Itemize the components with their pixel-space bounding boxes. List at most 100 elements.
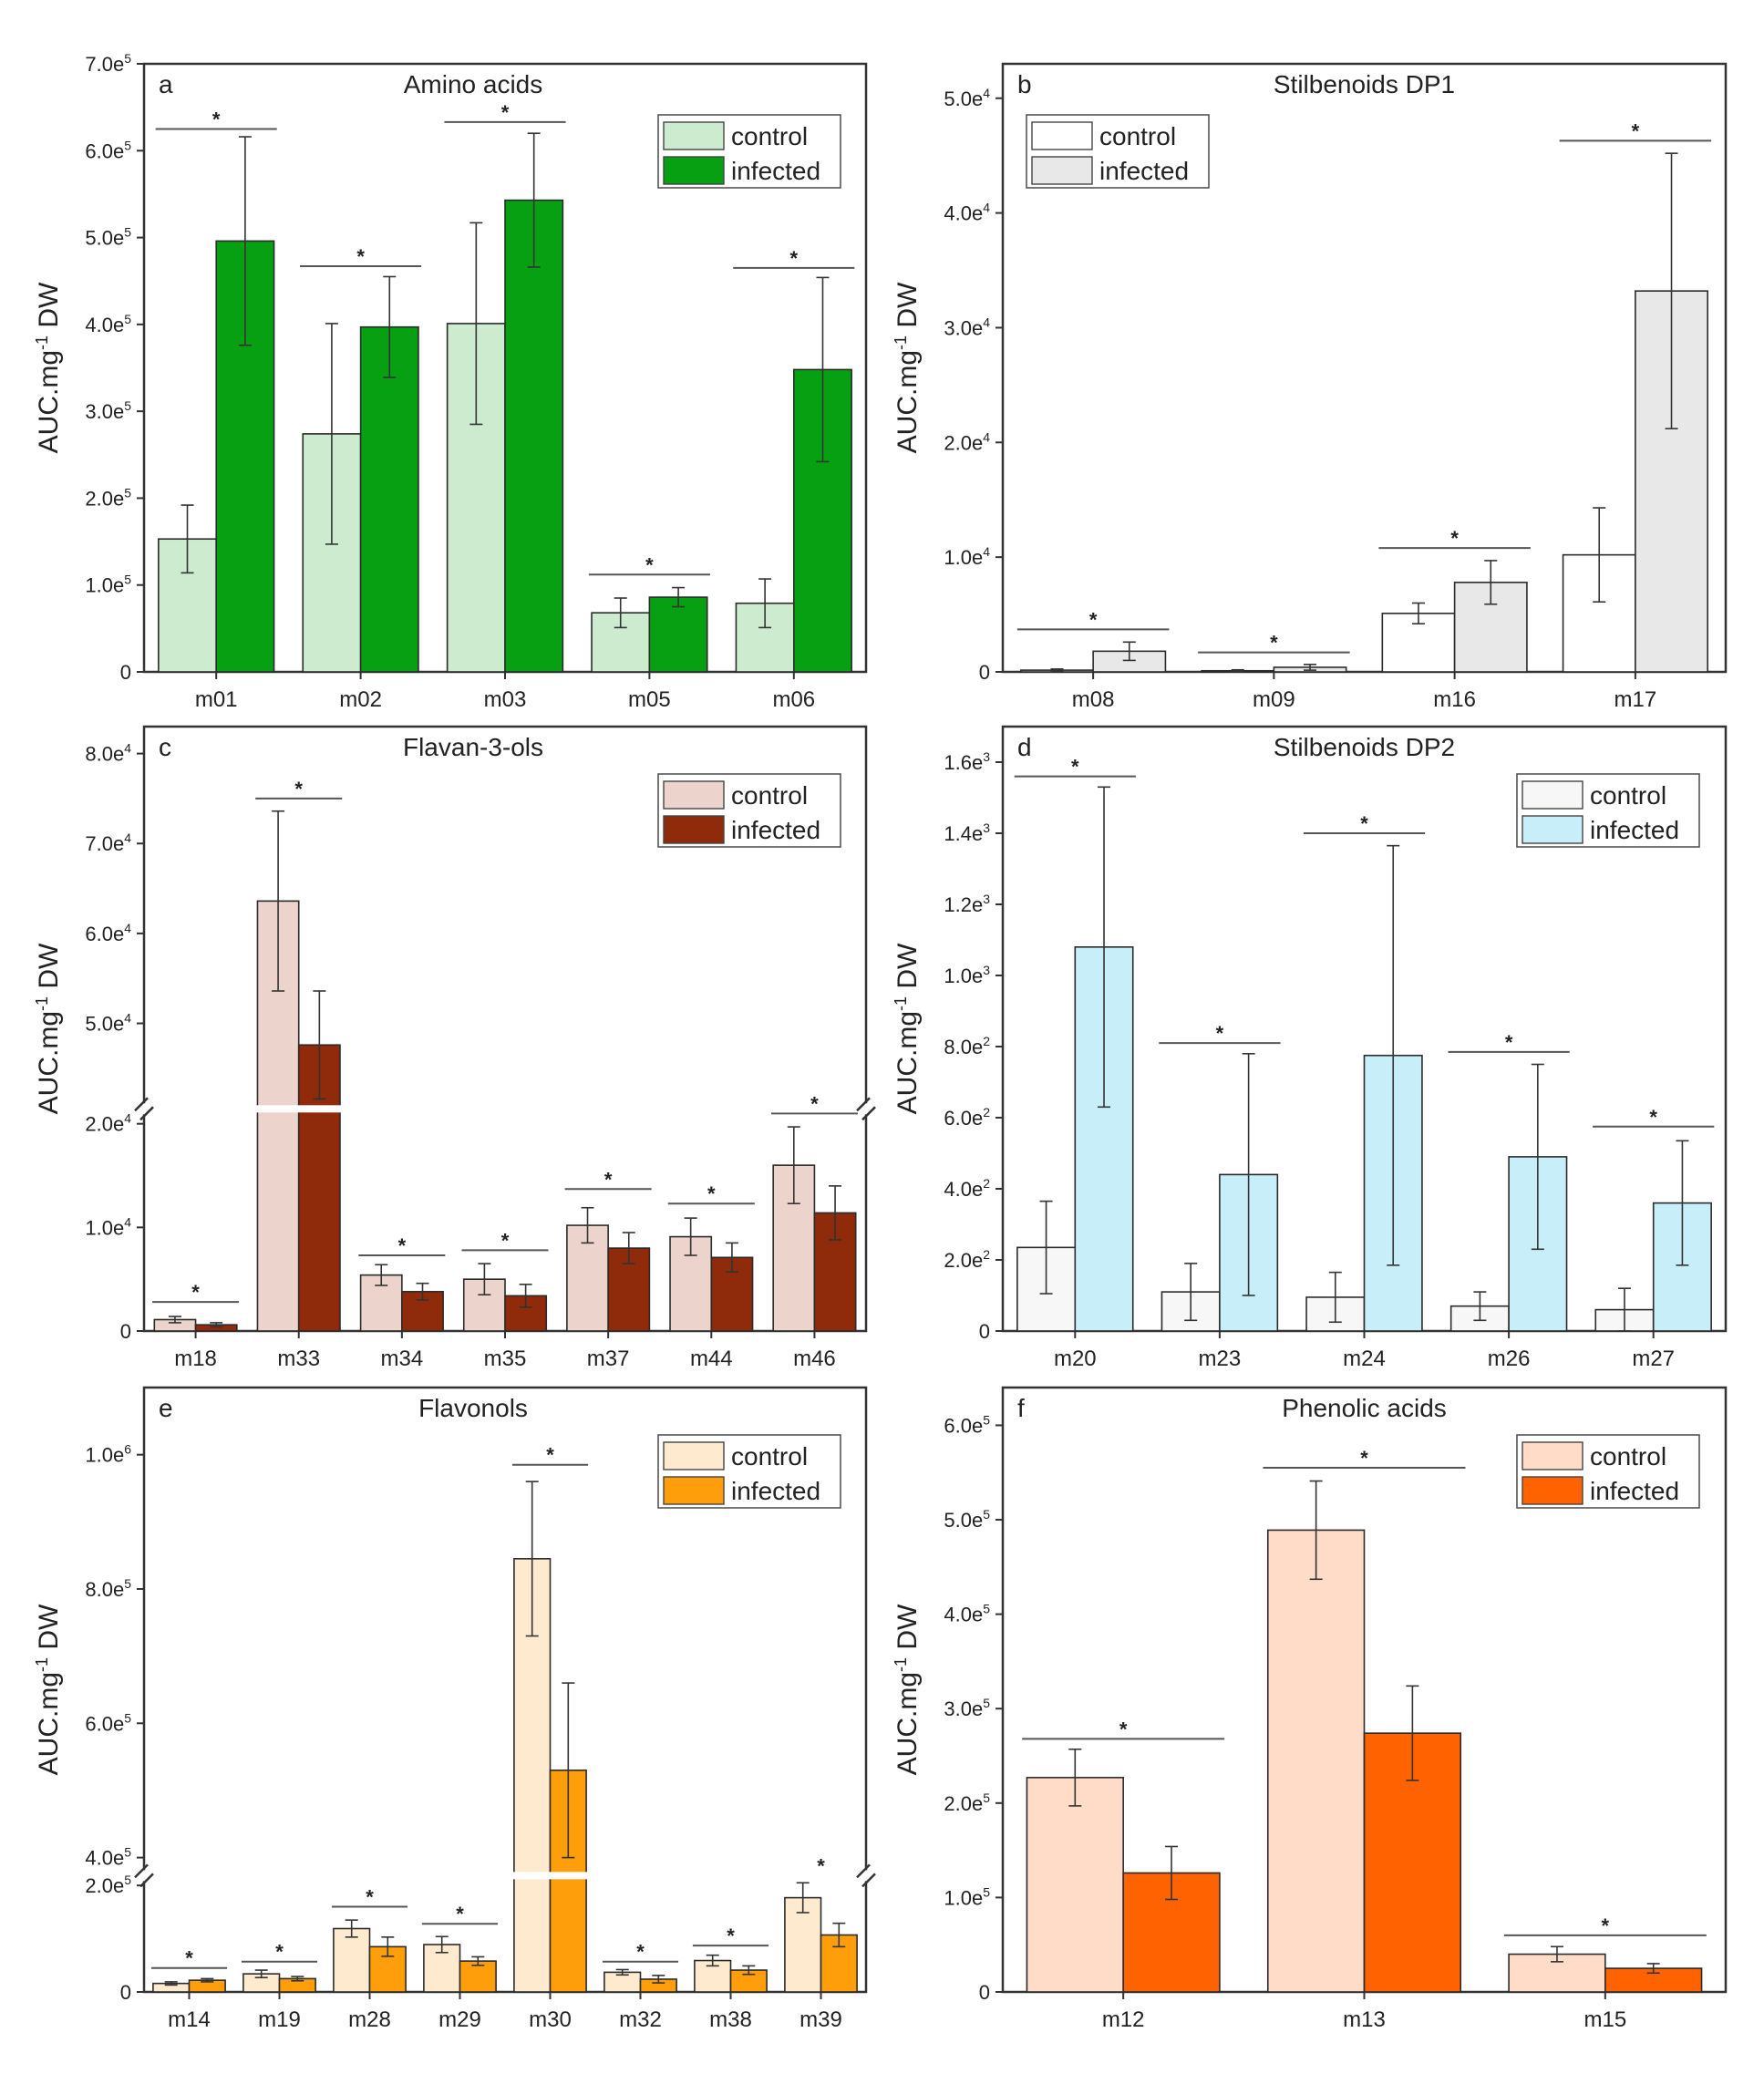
- bar-control-m28: [333, 1927, 371, 1993]
- y-tick-exponent: 4: [124, 1214, 131, 1229]
- y-tick-exponent: 5: [124, 573, 131, 587]
- significance-star: *: [1505, 1031, 1513, 1054]
- bar-control-m13: [1266, 1529, 1366, 1993]
- y-tick-exponent: 5: [983, 1790, 990, 1805]
- y-tick-label: 3.0e4: [944, 315, 990, 339]
- legend-label-infected: infected: [1099, 157, 1189, 185]
- y-tick-label: 6.0e2: [944, 1105, 990, 1130]
- y-tick-label: 4.0e2: [944, 1176, 990, 1201]
- axis-break-gap: [861, 1103, 872, 1115]
- y-tick-exponent: 5: [983, 1412, 990, 1427]
- legend-label-control: control: [1590, 1442, 1666, 1470]
- x-tick-label: m16: [1433, 687, 1476, 712]
- y-tick-exponent: 6: [124, 1442, 131, 1457]
- y-tick-label: 4.0e4: [944, 201, 990, 225]
- y-tick-label: 6.0e4: [85, 921, 131, 945]
- y-tick-label: 4.0e5: [944, 1602, 990, 1626]
- y-tick-exponent: 4: [124, 921, 131, 935]
- significance-star: *: [1089, 608, 1098, 631]
- x-tick-label: m32: [619, 2007, 662, 2032]
- axis-break-gap: [145, 1872, 865, 1880]
- significance-star: *: [790, 247, 799, 270]
- significance-star: *: [604, 1168, 613, 1191]
- panel-letter: c: [159, 733, 171, 761]
- y-tick-label: 1.6e3: [944, 749, 990, 774]
- y-axis-label-unit: DW: [892, 1604, 923, 1657]
- y-axis-label-exponent: -1: [892, 335, 910, 350]
- y-tick-exponent: 5: [124, 398, 131, 413]
- bar-infected-m03: [504, 199, 564, 673]
- x-tick-label: m44: [690, 1347, 733, 1371]
- y-axis-label: AUC.mg-1 DW: [33, 282, 64, 453]
- y-tick-label: 8.0e5: [85, 1576, 131, 1601]
- y-tick-label: 1.0e5: [944, 1884, 990, 1909]
- y-tick-exponent: 4: [983, 86, 990, 100]
- panel-letter: a: [159, 70, 173, 98]
- x-tick-label: m02: [339, 687, 382, 712]
- y-axis-label: AUC.mg-1 DW: [33, 1604, 64, 1775]
- axis-break-gap: [861, 1870, 872, 1882]
- y-tick-exponent: 4: [983, 544, 990, 559]
- bar-infected-m20: [1074, 946, 1134, 1332]
- axes-frame: [142, 1386, 868, 1994]
- axis-break-gap: [145, 1105, 865, 1113]
- legend-label-infected: infected: [731, 816, 820, 844]
- y-tick-exponent: 2: [983, 1247, 990, 1262]
- y-tick-exponent: 5: [124, 1845, 131, 1860]
- y-tick-label: 7.0e5: [85, 51, 131, 76]
- legend-label-infected: infected: [731, 157, 820, 185]
- x-tick-label: m34: [381, 1347, 424, 1371]
- legend-label-control: control: [1590, 781, 1666, 810]
- significance-star: *: [817, 1854, 825, 1877]
- significance-star: *: [1216, 1022, 1224, 1045]
- panel-letter: d: [1017, 733, 1032, 761]
- y-axis-label-unit: DW: [34, 943, 64, 996]
- panel-f: 0 1.0e5 2.0e5 3.0e5 4.0e5 5.0e5 6.0e5 AUC.mg-1 …: [892, 1386, 1728, 2032]
- y-tick-exponent: 5: [124, 1710, 131, 1725]
- x-tick-label: m18: [174, 1347, 217, 1371]
- x-tick-label: m39: [799, 2007, 842, 2032]
- y-tick-exponent: 5: [983, 1602, 990, 1616]
- y-tick-exponent: 3: [983, 749, 990, 764]
- legend-swatch-control: [1522, 780, 1583, 810]
- significance-star: *: [275, 1941, 284, 1964]
- y-axis-label-main: AUC.mg: [892, 1672, 923, 1775]
- y-tick-label: 0: [979, 661, 990, 684]
- x-tick-label: m24: [1343, 1347, 1386, 1371]
- y-tick-exponent: 5: [983, 1884, 990, 1899]
- y-tick-label: 1.0e6: [85, 1442, 131, 1467]
- x-tick-label: m30: [529, 2007, 572, 2032]
- axis-break-mark: [134, 1863, 149, 1879]
- y-tick-label: 2.0e5: [85, 485, 131, 510]
- y-tick-label: 1.4e3: [944, 820, 990, 845]
- x-tick-label: m01: [195, 687, 238, 712]
- y-tick-exponent: 5: [124, 485, 131, 500]
- legend-swatch-infected: [663, 156, 725, 185]
- y-tick-exponent: 5: [983, 1696, 990, 1710]
- x-tick-label: m12: [1102, 2007, 1145, 2032]
- legend-swatch-infected: [1522, 815, 1583, 844]
- y-tick-exponent: 5: [124, 312, 131, 326]
- significance-star: *: [185, 1947, 193, 1970]
- y-axis-label-main: AUC.mg: [892, 1011, 923, 1114]
- y-axis-label-main: AUC.mg: [34, 350, 64, 453]
- legend-label-infected: infected: [731, 1477, 820, 1505]
- x-tick-label: m15: [1583, 2007, 1626, 2032]
- panel-title: Flavonols: [418, 1394, 528, 1422]
- x-tick-label: m19: [258, 2007, 301, 2032]
- significance-star: *: [707, 1182, 716, 1205]
- panel-title: Phenolic acids: [1282, 1394, 1447, 1422]
- y-tick-exponent: 3: [983, 820, 990, 835]
- y-tick-label: 0: [120, 1320, 131, 1343]
- significance-star: *: [810, 1092, 819, 1115]
- legend-label-infected: infected: [1590, 1477, 1679, 1505]
- y-tick-label: 5.0e4: [85, 1011, 131, 1036]
- significance-star: *: [1071, 756, 1079, 779]
- y-tick-label: 0: [979, 1981, 990, 2004]
- legend-swatch-control: [1031, 121, 1093, 150]
- significance-star: *: [501, 101, 510, 124]
- axis-break-gap: [139, 1103, 150, 1115]
- y-tick-exponent: 5: [124, 138, 131, 152]
- significance-star: *: [727, 1924, 735, 1947]
- x-tick-label: m26: [1488, 1347, 1531, 1371]
